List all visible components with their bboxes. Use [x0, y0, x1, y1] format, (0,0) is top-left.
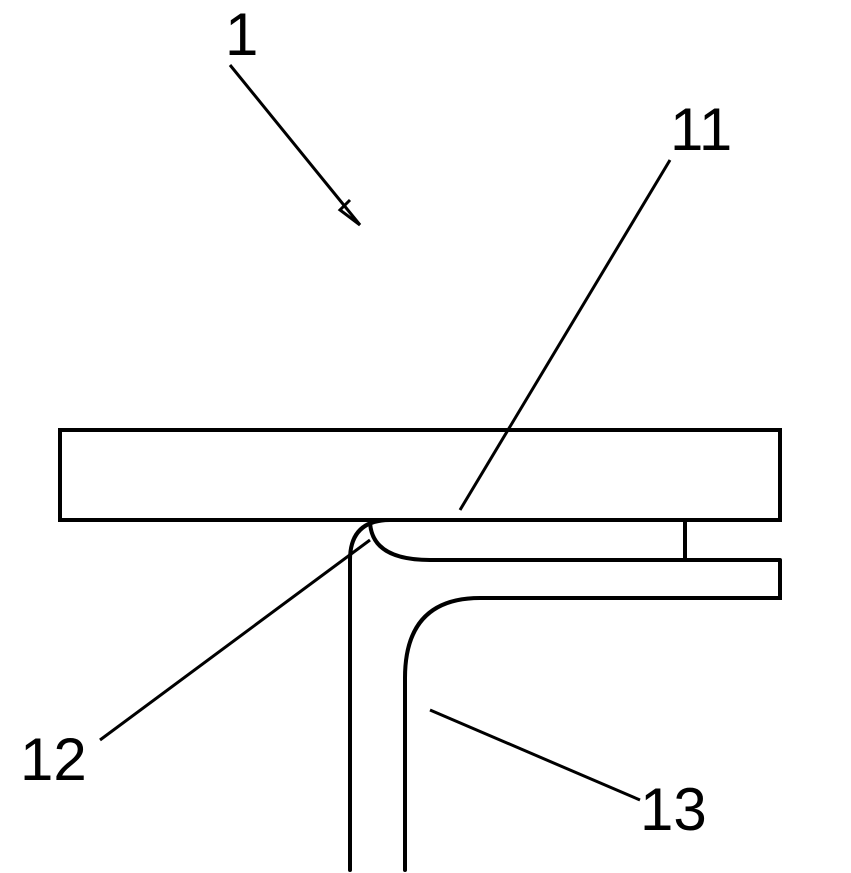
leader-1 — [230, 65, 360, 225]
label-12: 12 — [20, 726, 87, 793]
fillet-curve — [370, 520, 430, 560]
leader-11 — [460, 160, 670, 510]
part-l-piece — [350, 520, 780, 870]
label-1: 1 — [225, 1, 258, 68]
part-top-bar — [60, 430, 780, 520]
leader-12 — [100, 540, 370, 740]
label-13: 13 — [640, 776, 707, 843]
leader-13 — [430, 710, 640, 800]
label-11: 11 — [670, 96, 732, 163]
